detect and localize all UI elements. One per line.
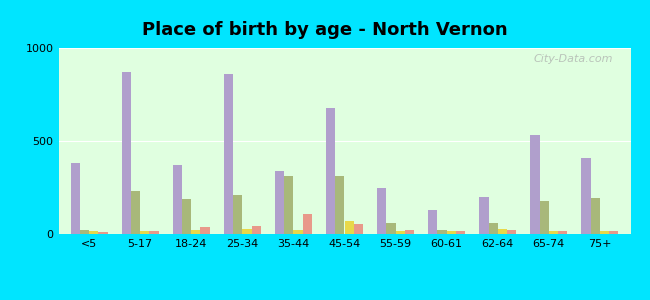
Bar — [242, 229, 252, 234]
Bar — [293, 230, 303, 234]
Bar — [326, 107, 335, 234]
Bar — [303, 214, 312, 234]
Bar — [71, 163, 80, 234]
Bar — [447, 231, 456, 234]
Bar — [437, 230, 447, 234]
Text: Place of birth by age - North Vernon: Place of birth by age - North Vernon — [142, 21, 508, 39]
Text: City-Data.com: City-Data.com — [534, 54, 614, 64]
Bar — [173, 165, 182, 234]
Bar — [386, 223, 396, 234]
Bar — [530, 135, 540, 234]
Bar — [150, 231, 159, 234]
Bar — [354, 224, 363, 234]
Bar — [200, 227, 210, 234]
Bar — [507, 230, 516, 234]
Bar — [591, 198, 600, 234]
Bar — [224, 74, 233, 234]
Bar — [98, 232, 107, 234]
Bar — [498, 229, 507, 234]
Bar — [233, 195, 242, 234]
Bar — [122, 72, 131, 234]
Bar — [600, 231, 609, 234]
Bar — [252, 226, 261, 234]
Bar — [609, 231, 618, 234]
Bar — [335, 176, 345, 234]
Bar — [582, 158, 591, 234]
Bar — [428, 210, 437, 234]
Bar — [80, 230, 89, 234]
Bar — [540, 202, 549, 234]
Bar — [558, 231, 567, 234]
Bar — [489, 223, 498, 234]
Bar — [275, 171, 284, 234]
Bar — [344, 221, 354, 234]
Bar — [549, 231, 558, 234]
Bar — [131, 191, 140, 234]
Bar — [396, 231, 405, 234]
Bar — [377, 188, 386, 234]
Bar — [405, 230, 414, 234]
Bar — [182, 199, 191, 234]
Bar — [284, 176, 293, 234]
Bar — [140, 231, 150, 234]
Bar — [191, 230, 200, 234]
Bar — [479, 197, 489, 234]
Bar — [89, 231, 98, 234]
Bar — [456, 231, 465, 234]
